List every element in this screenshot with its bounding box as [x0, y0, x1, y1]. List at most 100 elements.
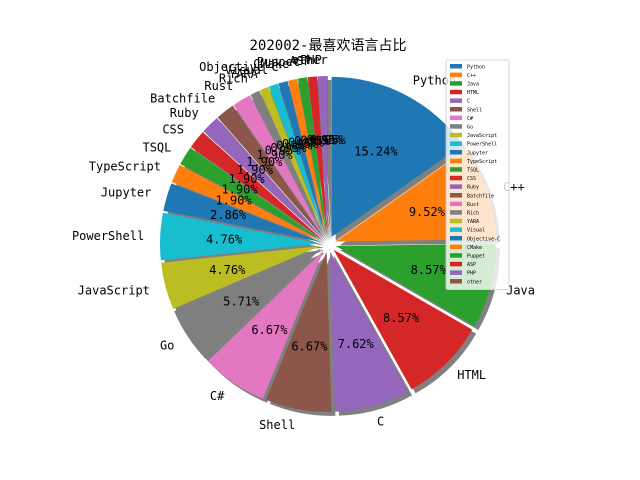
legend-label-asp: ASP	[467, 262, 476, 268]
legend-swatch-jupyter	[450, 150, 462, 155]
legend-label-css: CSS	[467, 176, 476, 182]
legend-label-batchfile: Batchfile	[467, 193, 494, 199]
category-label-cmake: CMake	[253, 57, 289, 71]
slice-powershell	[160, 212, 321, 261]
legend-swatch-batchfile	[450, 193, 462, 198]
percent-label-powershell: 4.76%	[206, 232, 243, 246]
legend-swatch-python	[450, 64, 462, 69]
chart-title: 202002-最喜欢语言占比	[249, 38, 406, 54]
category-label-other: other	[292, 53, 328, 67]
legend-swatch-ruby	[450, 184, 462, 189]
legend-swatch-typescript	[450, 158, 462, 164]
percent-label-c: 7.62%	[338, 337, 375, 351]
category-label-java: Java	[506, 283, 535, 297]
slice-python	[331, 76, 463, 237]
category-label-javascript: JavaScript	[78, 283, 150, 297]
legend-swatch-puppet	[450, 253, 462, 258]
percent-label-rust: 1.90%	[256, 148, 293, 162]
slice-css	[190, 132, 322, 240]
category-label-puppet: Puppet	[257, 55, 300, 69]
legend-swatch-rich	[450, 210, 462, 215]
slice-asp	[307, 76, 328, 237]
category-label-tsql: TSQL	[142, 140, 171, 154]
legend-swatch-go	[450, 124, 462, 129]
slice-rust	[233, 95, 324, 238]
legend-swatch-css	[450, 175, 462, 181]
percent-label-jupyter: 2.86%	[210, 208, 247, 222]
legend-label-shell: Shell	[467, 107, 482, 113]
slice-visual	[268, 83, 326, 237]
slice-puppet	[297, 77, 327, 237]
category-label-batchfile: Batchfile	[150, 92, 215, 106]
category-label-ruby: Ruby	[170, 106, 199, 120]
legend-label-typescript: TypeScript	[467, 159, 497, 165]
legend-swatch-c-	[450, 115, 462, 121]
category-label-css: CSS	[162, 122, 184, 136]
category-label-html: HTML	[457, 368, 486, 382]
legend-label-php: PHP	[467, 271, 476, 277]
legend-swatch-other	[450, 279, 462, 284]
legend-swatch-yara	[450, 218, 462, 224]
percent-label-c-: 6.67%	[251, 323, 288, 337]
legend-swatch-objective-c	[450, 236, 462, 241]
category-label-asp: ASP	[289, 54, 311, 68]
percent-label-ruby: 1.90%	[237, 163, 274, 177]
legend-label-powershell: PowerShell	[467, 142, 497, 148]
category-label-objective-c: Objective-C	[199, 60, 278, 74]
legend-swatch-c	[450, 98, 462, 103]
category-label-visual: Visual	[225, 63, 268, 77]
percent-label-tsql: 1.90%	[221, 182, 258, 196]
slice-tsql	[180, 147, 322, 240]
slice-c	[330, 251, 409, 412]
legend-swatch-visual	[450, 227, 462, 232]
legend: Python C++ Java HTML C Shell C# Go JavaScript Pow…	[445, 59, 510, 291]
percent-label-yara: 0.95%	[270, 141, 307, 155]
category-label-go: Go	[160, 338, 174, 352]
slice-batchfile	[217, 105, 324, 238]
legend-label-puppet: Puppet	[467, 254, 485, 260]
percent-label-c-: 9.52%	[409, 205, 446, 219]
category-label-php: PHP	[300, 53, 322, 67]
legend-swatch-cmake	[450, 244, 462, 250]
category-label-yara: YARA	[229, 67, 259, 81]
legend-swatch-shell	[450, 107, 462, 112]
legend-swatch-tsql	[450, 167, 462, 172]
legend-swatch-html	[450, 89, 462, 95]
category-label-c: C	[377, 414, 384, 428]
legend-label-rich: Rich	[467, 211, 479, 217]
percent-label-java: 8.57%	[411, 263, 448, 277]
legend-label-jupyter: Jupyter	[467, 150, 488, 156]
legend-label-go: Go	[467, 125, 473, 131]
legend-label-yara: YARA	[467, 219, 479, 225]
legend-label-c-: C++	[467, 73, 476, 79]
legend-label-objective-c: Objective-C	[467, 236, 500, 242]
slice-shell	[265, 251, 332, 412]
slice-c-	[207, 250, 324, 399]
category-label-python: Python	[413, 74, 456, 88]
slice-yara	[259, 86, 325, 237]
legend-label-rust: Rust	[467, 202, 479, 208]
legend-swatch-rust	[450, 201, 462, 207]
legend-label-ruby: Ruby	[467, 185, 479, 191]
category-label-powershell: PowerShell	[72, 229, 144, 243]
category-label-rust: Rust	[204, 79, 233, 93]
legend-label-tsql: TSQL	[467, 168, 479, 174]
legend-swatch-php	[450, 270, 462, 275]
legend-swatch-asp	[450, 261, 462, 267]
legend-label-c: C	[467, 99, 470, 105]
slice-ruby	[203, 117, 323, 239]
legend-label-visual: Visual	[467, 228, 485, 234]
slice-rich	[250, 90, 325, 237]
percent-label-visual: 0.95%	[276, 139, 313, 153]
percent-label-php: 0.95%	[307, 133, 344, 147]
percent-label-cmake: 0.95%	[288, 135, 325, 149]
percent-label-asp: 0.95%	[300, 133, 337, 147]
legend-swatch-c-	[450, 72, 462, 78]
slice-jupyter	[163, 183, 321, 242]
slice-php	[317, 76, 328, 236]
legend-label-other: other	[467, 279, 482, 285]
percent-label-javascript: 4.76%	[209, 263, 246, 277]
percent-label-typescript: 1.90%	[216, 193, 253, 207]
category-label-typescript: TypeScript	[89, 160, 161, 174]
